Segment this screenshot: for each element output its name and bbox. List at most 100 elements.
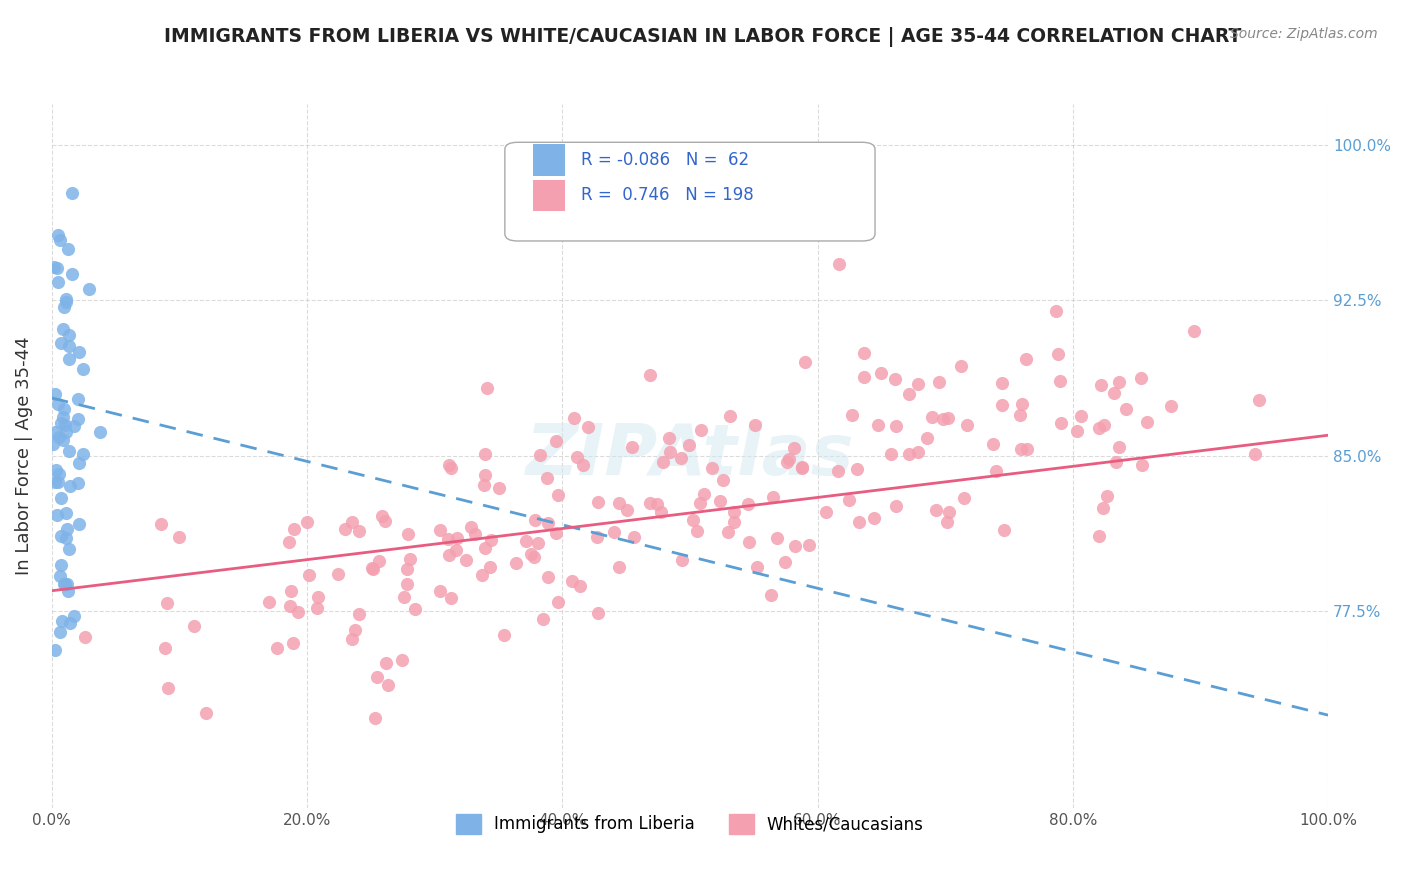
Point — [928, 375, 950, 389]
Point — [505, 557, 527, 571]
Point — [66, 476, 89, 491]
Point — [280, 584, 302, 599]
Point — [949, 359, 972, 373]
Point — [544, 434, 567, 448]
Point — [440, 591, 463, 606]
Point — [55, 522, 77, 536]
Point — [1045, 303, 1067, 318]
Point — [63, 608, 86, 623]
Point — [884, 500, 907, 514]
Point — [762, 490, 785, 504]
Point — [783, 539, 806, 553]
Point — [1095, 489, 1118, 503]
Point — [157, 681, 180, 695]
Point — [1160, 399, 1182, 413]
Point — [898, 447, 921, 461]
Point — [62, 267, 84, 281]
Point — [546, 526, 568, 541]
Point — [737, 497, 759, 511]
Point — [797, 538, 820, 552]
Point — [59, 478, 82, 492]
Point — [1088, 421, 1111, 435]
Point — [280, 599, 302, 613]
Point — [55, 292, 77, 306]
Point — [340, 515, 363, 529]
Point — [547, 488, 569, 502]
Point — [562, 410, 585, 425]
Point — [848, 516, 870, 530]
Point — [60, 186, 83, 201]
Point — [738, 534, 761, 549]
Point — [478, 560, 501, 574]
Point — [1136, 415, 1159, 429]
Point — [1010, 408, 1032, 422]
Point — [868, 417, 890, 432]
Point — [1090, 378, 1112, 392]
Point — [745, 560, 768, 574]
Point — [326, 566, 349, 581]
Point — [52, 410, 75, 425]
Point — [48, 624, 70, 639]
Point — [846, 462, 869, 476]
Point — [603, 525, 626, 540]
Point — [183, 619, 205, 633]
Point — [709, 494, 731, 508]
Point — [838, 493, 860, 508]
Point — [790, 461, 813, 475]
Point — [669, 451, 692, 466]
Point — [907, 376, 929, 391]
Point — [391, 653, 413, 667]
Point — [1092, 418, 1115, 433]
Point — [56, 583, 79, 598]
Point — [711, 473, 734, 487]
Point — [880, 447, 903, 461]
Point — [46, 508, 69, 523]
Point — [638, 496, 661, 510]
Point — [55, 577, 77, 591]
Point — [561, 574, 583, 588]
Point — [89, 425, 111, 439]
Point — [48, 569, 70, 583]
Point — [67, 456, 90, 470]
Point — [307, 590, 329, 604]
Point — [1049, 374, 1071, 388]
Point — [586, 495, 609, 509]
Point — [298, 567, 321, 582]
Point — [1047, 347, 1070, 361]
Point — [852, 346, 875, 360]
Point — [278, 534, 301, 549]
Point — [884, 419, 907, 434]
Point — [645, 498, 668, 512]
Point — [46, 475, 69, 489]
Point — [77, 282, 100, 296]
Point — [588, 607, 610, 621]
Point — [283, 522, 305, 536]
Point — [474, 541, 496, 556]
Point — [718, 409, 741, 423]
Point — [783, 442, 806, 456]
Point — [48, 430, 70, 444]
Point — [437, 458, 460, 472]
Point — [531, 612, 554, 626]
Point — [827, 464, 849, 478]
Point — [1114, 402, 1136, 417]
Point — [377, 678, 399, 692]
Point — [981, 436, 1004, 450]
Point — [58, 327, 80, 342]
FancyBboxPatch shape — [505, 143, 875, 241]
Legend: Immigrants from Liberia, Whites/Caucasians: Immigrants from Liberia, Whites/Caucasia… — [447, 805, 932, 842]
Point — [49, 416, 72, 430]
Point — [446, 531, 468, 545]
Point — [537, 516, 560, 531]
Point — [51, 336, 73, 351]
Point — [766, 532, 789, 546]
Point — [931, 412, 953, 426]
Point — [921, 409, 943, 424]
Point — [344, 624, 367, 638]
Point — [744, 417, 766, 432]
Point — [536, 471, 558, 485]
Point — [1182, 324, 1205, 338]
Point — [53, 402, 76, 417]
Point — [1017, 442, 1039, 456]
Point — [53, 300, 76, 314]
